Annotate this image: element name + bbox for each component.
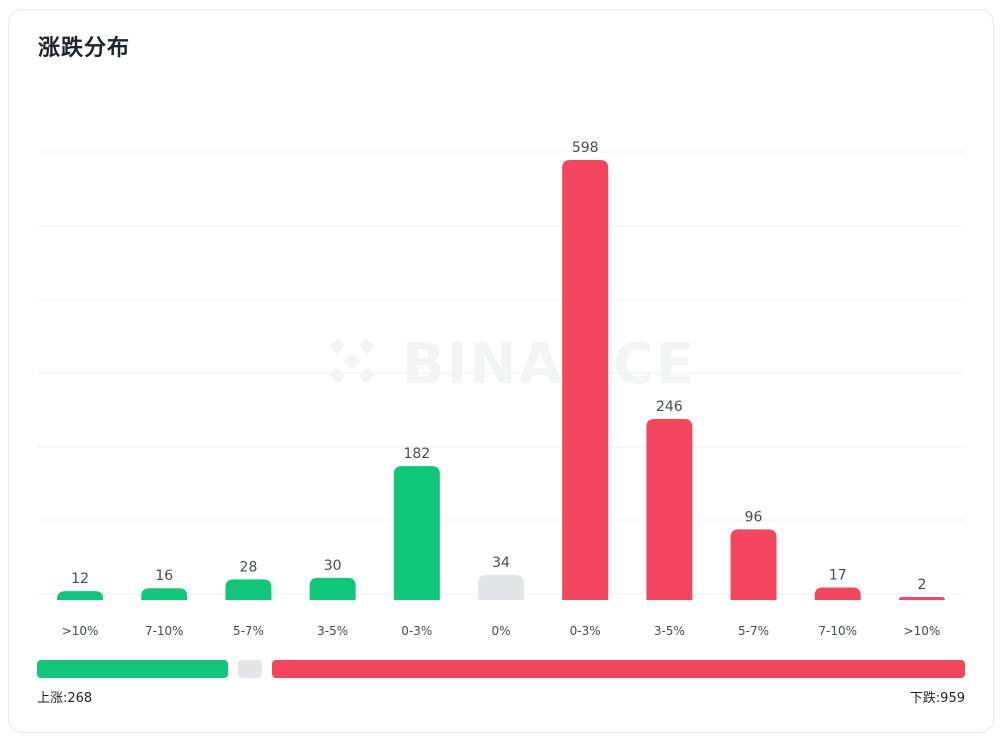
bar-down-7 — [646, 418, 693, 600]
bars — [57, 160, 945, 600]
binance-watermark: BINANCE — [329, 332, 696, 397]
bar-up-4 — [393, 466, 440, 600]
value-label: 28 — [240, 559, 258, 575]
chart-title: 涨跌分布 — [38, 36, 131, 61]
bar-up-0 — [57, 591, 104, 600]
bar-up-3 — [309, 577, 356, 600]
category-label: >10% — [62, 624, 99, 638]
category-label: 5-7% — [233, 624, 264, 638]
up-summary-bar — [37, 660, 228, 678]
down-summary-bar — [272, 660, 965, 678]
bar-down-9 — [814, 587, 861, 600]
category-labels: >10% 7-10% 5-7% 3-5% 0-3% 0% 0-3% 3-5% 5-7% 7-10%… — [62, 624, 941, 638]
watermark-text: BINANCE — [402, 332, 696, 397]
value-label: 182 — [403, 446, 430, 462]
value-labels: 12 16 28 30 182 34 598 246 96 17 2 — [71, 140, 926, 593]
value-label: 16 — [155, 568, 173, 584]
down-count-label: 下跌:959 — [909, 691, 965, 706]
value-label: 598 — [572, 140, 599, 156]
flat-summary-bar — [238, 660, 262, 678]
category-label: 7-10% — [145, 624, 184, 638]
category-label: >10% — [904, 624, 941, 638]
category-label: 0-3% — [570, 624, 601, 638]
category-label: 0% — [491, 624, 510, 638]
category-label: 3-5% — [654, 624, 685, 638]
bar-down-6 — [562, 160, 609, 600]
value-label: 12 — [71, 571, 89, 587]
category-label: 0-3% — [401, 624, 432, 638]
value-label: 2 — [917, 577, 926, 593]
value-label: 30 — [324, 558, 342, 574]
bar-down-10 — [898, 597, 945, 600]
value-label: 34 — [492, 555, 510, 571]
value-label: 246 — [656, 399, 683, 415]
bar-up-1 — [141, 588, 188, 600]
chart-card — [8, 9, 994, 733]
category-label: 7-10% — [818, 624, 857, 638]
value-label: 96 — [745, 509, 763, 525]
bar-down-8 — [730, 529, 777, 600]
value-label: 17 — [829, 567, 847, 583]
category-label: 5-7% — [738, 624, 769, 638]
bar-up-2 — [225, 579, 272, 600]
bar-flat-5 — [478, 574, 524, 600]
up-count-label: 上涨:268 — [37, 691, 93, 706]
category-label: 3-5% — [317, 624, 348, 638]
